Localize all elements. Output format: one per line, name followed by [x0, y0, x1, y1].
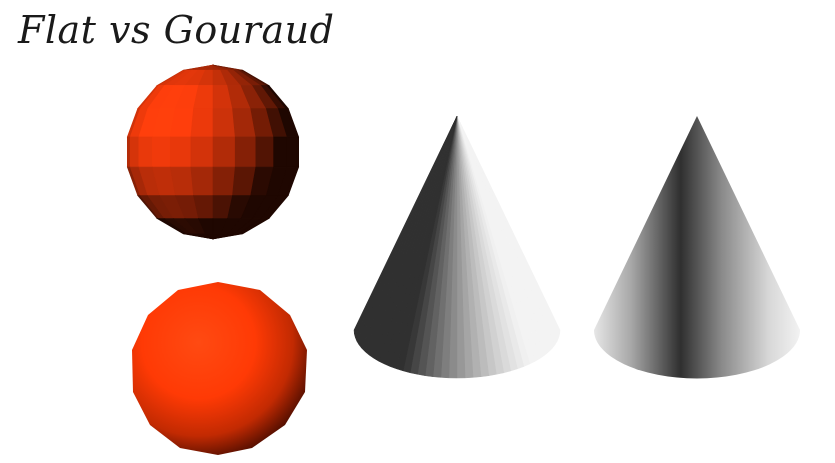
- sphere-facet: [190, 136, 214, 168]
- sphere-facet: [190, 166, 214, 196]
- sphere-facet: [212, 233, 243, 240]
- sphere-facet: [190, 108, 214, 138]
- sphere-facet: [138, 136, 153, 168]
- sphere-facet: [212, 166, 236, 196]
- gouraud-shaded-cone: [594, 116, 800, 379]
- sphere-facet: [286, 136, 297, 168]
- sphere-facet: [129, 136, 140, 168]
- sphere-facet: [273, 136, 288, 168]
- cone-facet: [353, 115, 458, 335]
- flat-shaded-sphere: [126, 64, 300, 240]
- page-title: Flat vs Gouraud: [18, 8, 335, 52]
- sphere-facet: [255, 136, 274, 168]
- sphere-facet: [295, 136, 300, 168]
- flat-shaded-cone: [353, 115, 561, 379]
- sphere-facet: [212, 108, 236, 138]
- sphere-facet: [152, 136, 171, 168]
- sphere-facet: [169, 136, 192, 168]
- gouraud-shaded-sphere: [132, 282, 307, 455]
- sphere-facet: [212, 136, 236, 168]
- sphere-facet: [127, 136, 131, 168]
- sphere-facet: [234, 136, 257, 168]
